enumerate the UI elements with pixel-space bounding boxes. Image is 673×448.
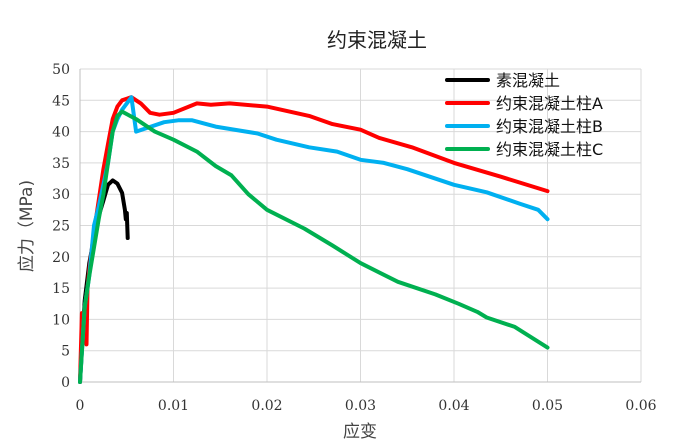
x-tick-label: 0.04 <box>438 398 469 414</box>
chart-title: 约束混凝土 <box>327 28 427 52</box>
series-lines <box>78 95 550 384</box>
x-tick-label: 0.01 <box>158 398 189 414</box>
y-tick-label: 15 <box>52 281 70 297</box>
legend-label-4: 约束混凝土柱C <box>496 140 603 159</box>
y-tick-label: 30 <box>52 187 70 203</box>
x-tick-label: 0.05 <box>532 398 563 414</box>
y-tick-label: 20 <box>52 250 70 266</box>
y-tick-label: 5 <box>61 344 70 360</box>
x-tick-label: 0.03 <box>345 398 376 414</box>
legend-label-2: 约束混凝土柱A <box>496 94 603 113</box>
x-tick-label: 0.02 <box>251 398 282 414</box>
y-tick-label: 40 <box>52 125 70 141</box>
x-tick-label: 0.06 <box>625 398 656 414</box>
x-axis-title: 应变 <box>343 422 377 442</box>
y-axis-title: 应力（MPa) <box>17 180 37 272</box>
series-line-2 <box>78 95 550 384</box>
y-tick-label: 25 <box>52 219 70 235</box>
y-tick-label: 0 <box>61 375 70 391</box>
tick-labels: 0 5 10 15 20 25 30 35 40 45 50 0 0.01 0.02 0.03 0.04 0.0… <box>52 62 657 414</box>
series-line-3 <box>78 95 550 384</box>
x-tick-label: 0 <box>76 398 85 414</box>
series-line-4 <box>78 109 550 384</box>
legend-label-1: 素混凝土 <box>496 71 560 90</box>
y-tick-label: 10 <box>52 312 70 328</box>
legend-label-3: 约束混凝土柱B <box>496 117 603 136</box>
y-tick-label: 35 <box>52 156 70 172</box>
y-tick-label: 45 <box>52 93 70 109</box>
y-tick-label: 50 <box>52 62 70 78</box>
